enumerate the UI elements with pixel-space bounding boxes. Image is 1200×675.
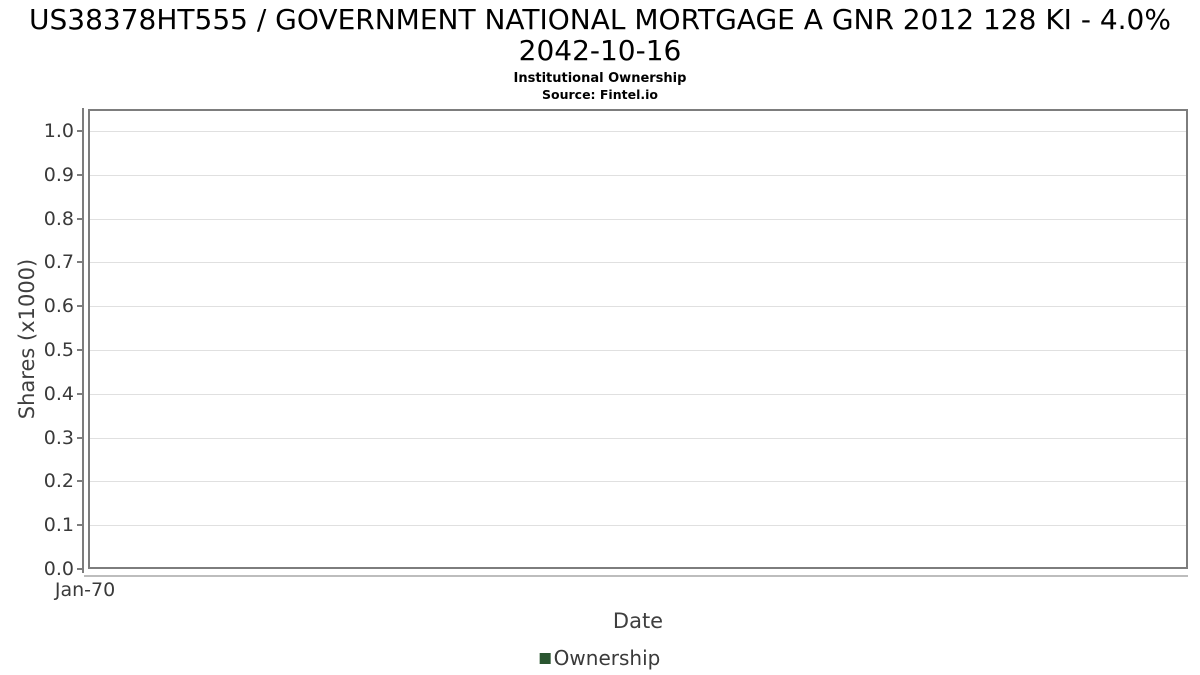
legend: Ownership <box>539 646 661 670</box>
y-tick-label-0.5: 0.5 <box>43 338 74 361</box>
y-tick-label-1.0: 1.0 <box>43 119 74 142</box>
gridline-y-0.6 <box>90 306 1186 308</box>
y-tick-mark-0.4 <box>77 392 83 395</box>
gridline-y-0.1 <box>90 525 1186 527</box>
y-tick-mark-0.8 <box>77 217 83 220</box>
y-tick-label-0.3: 0.3 <box>43 426 74 449</box>
y-tick-mark-0.5 <box>77 348 83 351</box>
y-tick-mark-0.2 <box>77 480 83 483</box>
y-tick-mark-1.0 <box>77 129 83 132</box>
chart-header: US38378HT555 / GOVERNMENT NATIONAL MORTG… <box>0 4 1200 102</box>
y-tick-label-0.9: 0.9 <box>43 163 74 186</box>
gridline-y-0.8 <box>90 218 1186 220</box>
legend-label-ownership: Ownership <box>553 646 661 670</box>
gridline-y-0.2 <box>90 481 1186 483</box>
y-tick-mark-0.0 <box>77 568 83 570</box>
gridline-y-0.5 <box>90 349 1186 351</box>
chart-subtitle: Institutional Ownership <box>513 71 687 86</box>
x-axis-title: Date <box>612 609 664 633</box>
gridline-y-0.7 <box>90 262 1186 264</box>
y-tick-label-0.2: 0.2 <box>43 470 74 493</box>
gridline-y-1.0 <box>90 130 1186 132</box>
y-tick-label-0.4: 0.4 <box>43 382 74 405</box>
y-tick-mark-0.1 <box>77 524 83 527</box>
x-tick-label-jan-70: Jan-70 <box>54 579 116 601</box>
chart-title-line-2: 2042-10-16 <box>518 34 682 67</box>
y-axis-line <box>82 108 84 573</box>
y-tick-mark-0.7 <box>77 261 83 264</box>
y-tick-label-0.7: 0.7 <box>43 251 74 274</box>
gridline-y-0.3 <box>90 437 1186 439</box>
y-tick-label-0.0: 0.0 <box>43 558 74 580</box>
chart-title-line-1: US38378HT555 / GOVERNMENT NATIONAL MORTG… <box>29 3 1171 36</box>
y-tick-mark-0.6 <box>77 305 83 308</box>
y-tick-mark-0.3 <box>77 436 83 439</box>
y-axis-title: Shares (x1000) <box>15 258 39 420</box>
x-axis-line <box>84 575 1188 577</box>
chart-source-credit: Source: Fintel.io <box>542 87 658 102</box>
y-tick-label-0.8: 0.8 <box>43 207 74 230</box>
legend-marker-ownership <box>539 652 551 664</box>
plot-area <box>88 109 1188 569</box>
y-tick-label-0.6: 0.6 <box>43 295 74 318</box>
gridline-y-0.9 <box>90 174 1186 176</box>
y-tick-label-0.1: 0.1 <box>43 514 74 537</box>
gridline-y-0.4 <box>90 393 1186 395</box>
y-tick-mark-0.9 <box>77 173 83 176</box>
